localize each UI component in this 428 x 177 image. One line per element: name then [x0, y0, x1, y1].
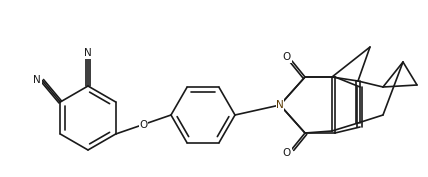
Text: O: O [283, 52, 291, 62]
Text: N: N [84, 48, 92, 58]
Text: N: N [33, 75, 41, 85]
Text: O: O [283, 148, 291, 158]
Text: O: O [139, 119, 148, 130]
Text: N: N [276, 100, 284, 110]
